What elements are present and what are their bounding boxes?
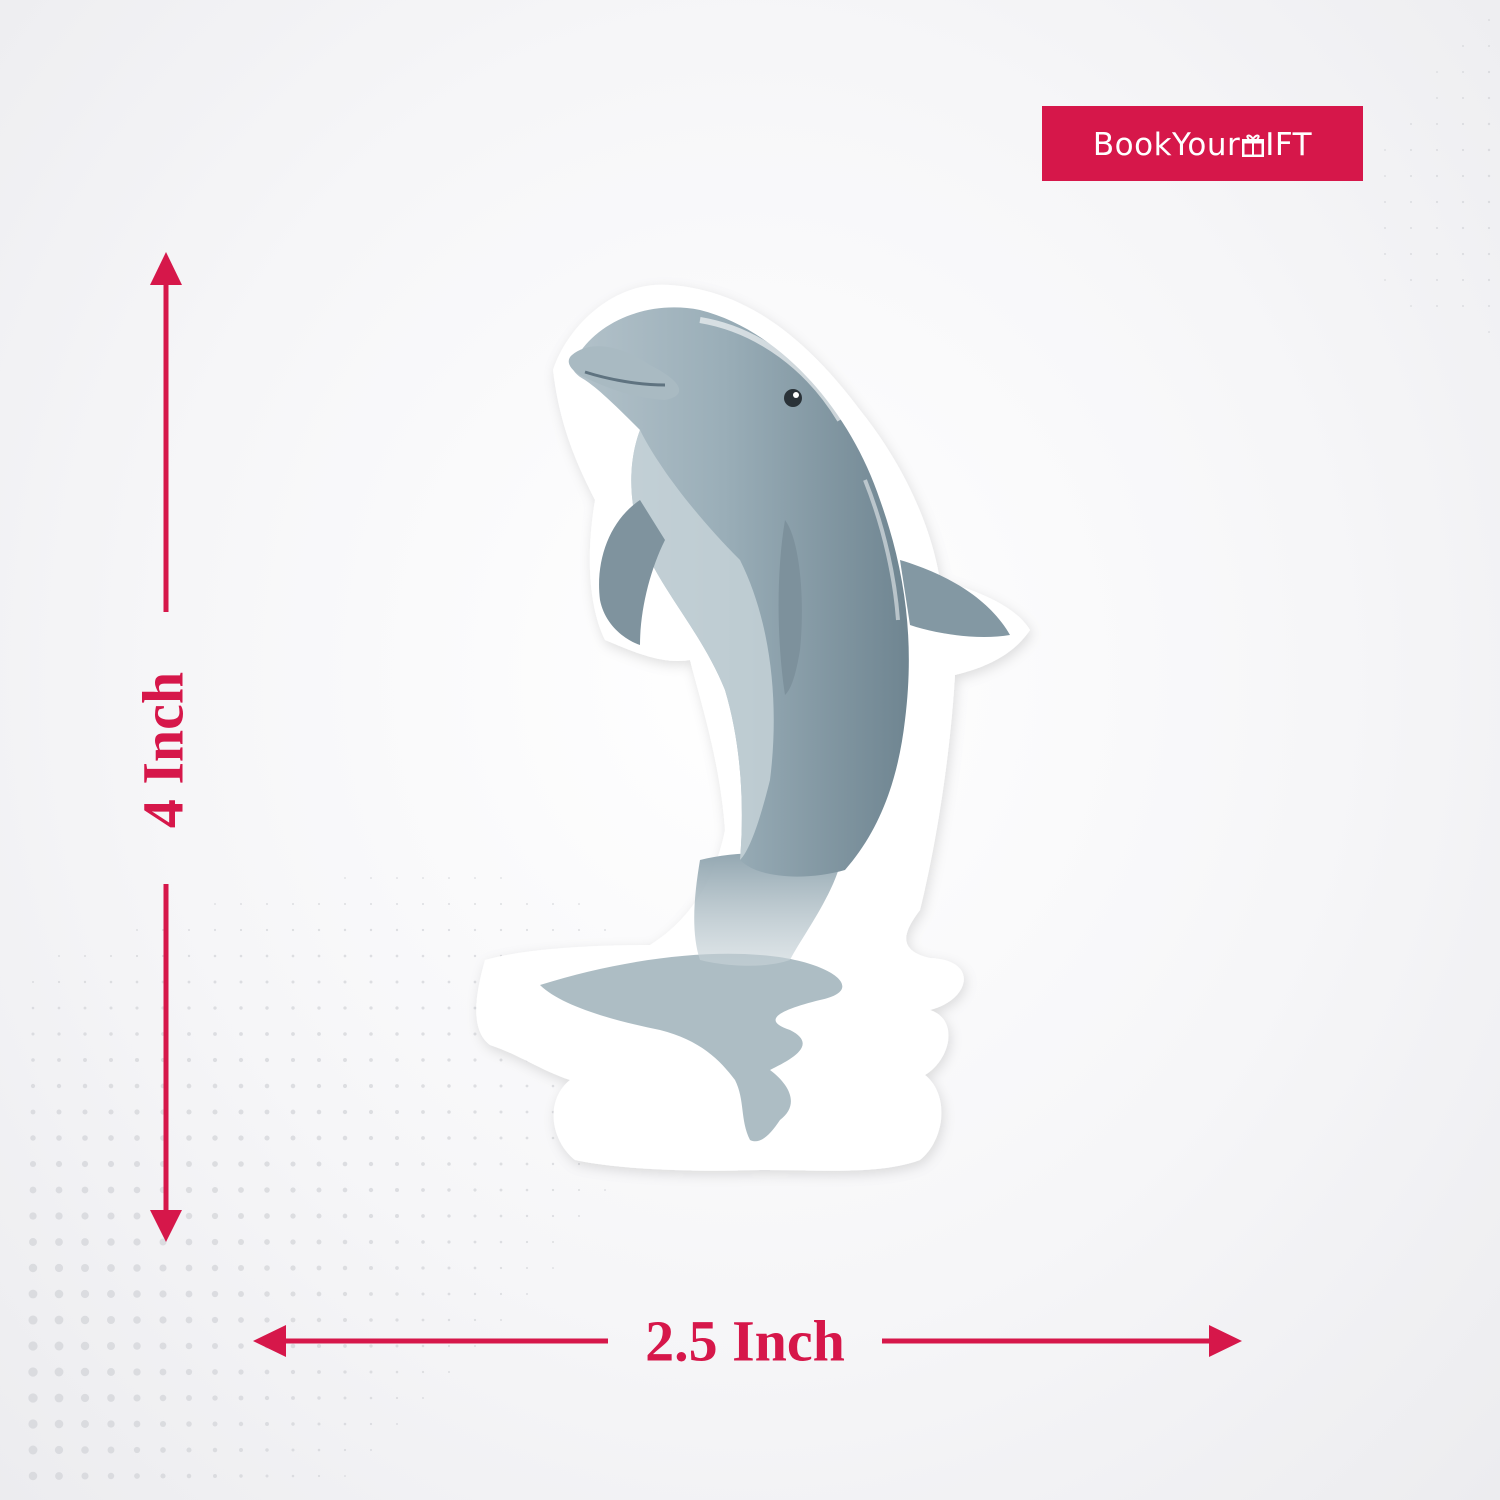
water-reflection <box>540 953 843 1142</box>
height-dimension-label: 4 Inch <box>130 671 196 829</box>
brand-logo: BookYour IFT <box>1042 106 1363 181</box>
brand-name-suffix: IFT <box>1265 126 1313 163</box>
width-dimension-label: 2.5 Inch <box>645 1308 845 1374</box>
dolphin-eye <box>784 389 802 407</box>
dolphin-side-fin <box>778 520 802 695</box>
dolphin-left-fin <box>599 500 665 645</box>
dolphin-snout <box>568 346 680 400</box>
brand-name-prefix: BookYour <box>1092 126 1241 163</box>
gift-icon <box>1242 134 1265 157</box>
dolphin-tail <box>694 853 840 966</box>
dolphin-dorsal-fin <box>900 560 1010 637</box>
